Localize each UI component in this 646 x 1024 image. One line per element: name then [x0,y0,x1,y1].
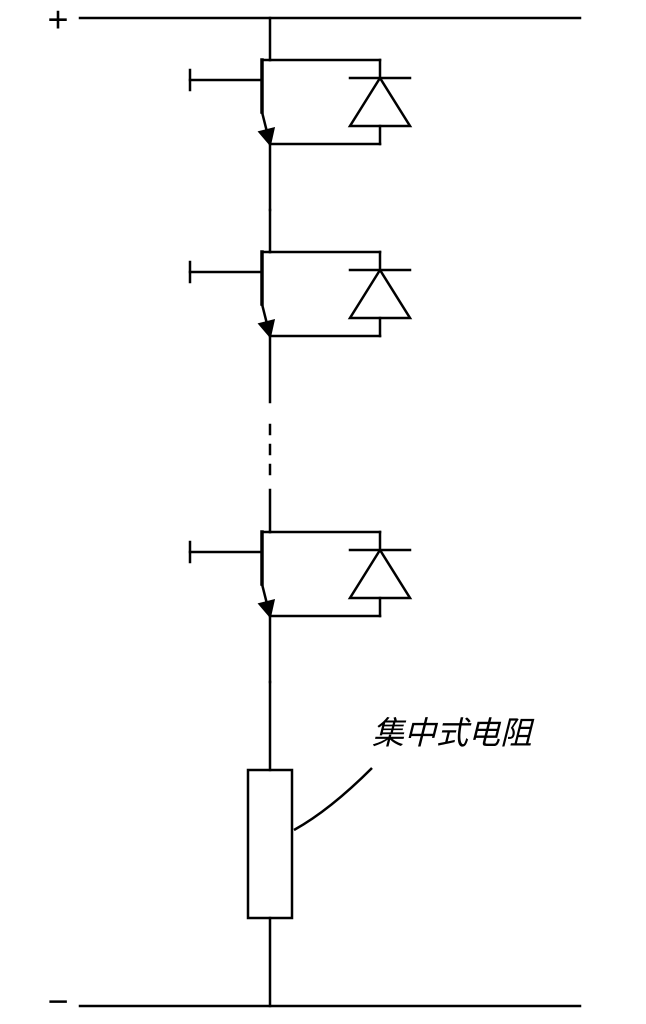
resistor-label: 集中式电阻 [372,708,532,754]
igbt-0-emitter-arrow [260,129,274,144]
circuit-diagram: +− [0,0,646,1024]
igbt-2-emitter-arrow [260,601,274,616]
diode-1-triangle [350,270,410,318]
label-leader [294,768,372,830]
igbt-1-emitter-arrow [260,321,274,336]
diode-2-triangle [350,550,410,598]
diode-0-triangle [350,78,410,126]
centralized-resistor [248,770,292,918]
minus-sign: − [47,981,68,1022]
plus-sign: + [47,0,68,40]
